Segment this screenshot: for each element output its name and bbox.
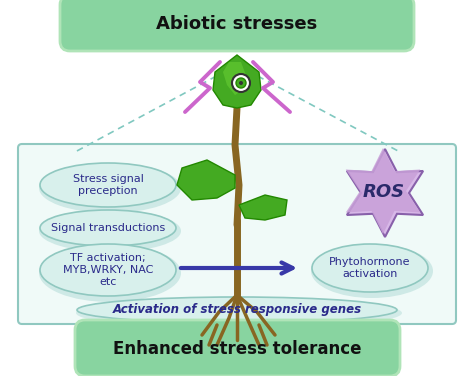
Text: Stress signal
preception: Stress signal preception — [73, 174, 144, 196]
Ellipse shape — [40, 210, 176, 246]
Ellipse shape — [311, 244, 433, 298]
Ellipse shape — [39, 210, 181, 252]
Ellipse shape — [40, 244, 176, 296]
Text: Phytohormone
activation: Phytohormone activation — [329, 257, 411, 279]
Polygon shape — [213, 55, 261, 108]
FancyBboxPatch shape — [75, 320, 400, 376]
Circle shape — [239, 81, 243, 85]
Text: Enhanced stress tolerance: Enhanced stress tolerance — [113, 340, 362, 358]
Ellipse shape — [76, 297, 402, 329]
FancyBboxPatch shape — [18, 144, 456, 324]
Text: ROS: ROS — [363, 183, 405, 201]
Polygon shape — [177, 160, 235, 200]
FancyBboxPatch shape — [60, 0, 414, 51]
Ellipse shape — [77, 297, 397, 323]
Circle shape — [232, 74, 250, 92]
Circle shape — [236, 78, 246, 88]
Ellipse shape — [39, 244, 181, 302]
Ellipse shape — [39, 163, 181, 213]
Polygon shape — [346, 148, 420, 234]
Text: Abiotic stresses: Abiotic stresses — [156, 15, 318, 33]
Polygon shape — [223, 62, 247, 95]
Text: Activation of stress responsive genes: Activation of stress responsive genes — [112, 303, 362, 317]
Polygon shape — [239, 195, 287, 220]
Text: TF activation;
MYB,WRKY, NAC
etc: TF activation; MYB,WRKY, NAC etc — [63, 253, 153, 287]
Ellipse shape — [312, 244, 428, 292]
Ellipse shape — [40, 163, 176, 207]
Text: Signal transductions: Signal transductions — [51, 223, 165, 233]
Polygon shape — [347, 149, 423, 237]
